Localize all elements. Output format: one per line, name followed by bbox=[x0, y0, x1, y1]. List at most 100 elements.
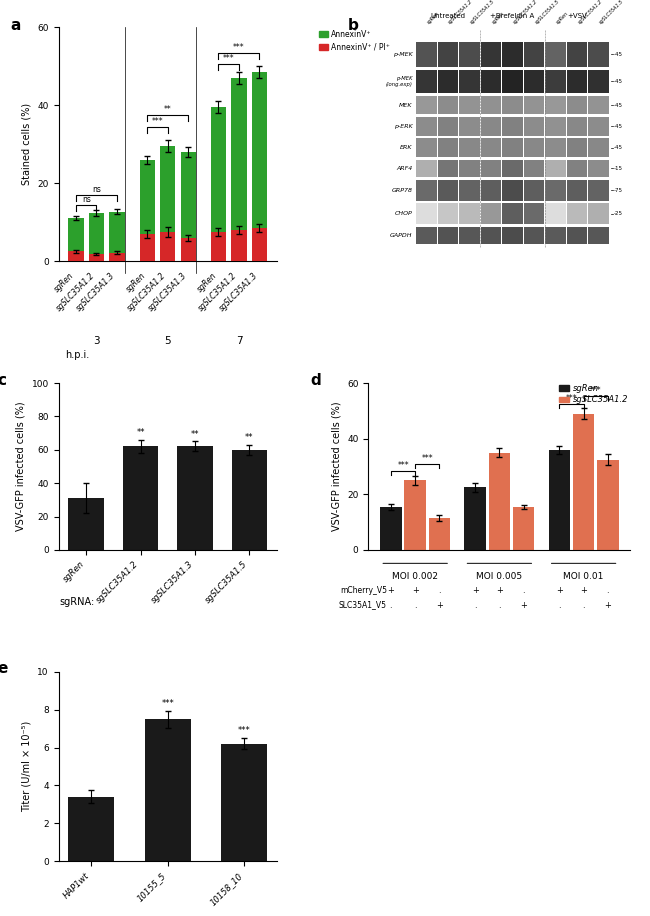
Text: .: . bbox=[558, 601, 561, 609]
Text: 7: 7 bbox=[236, 336, 242, 346]
Bar bbox=[567, 180, 588, 201]
Text: +: + bbox=[604, 601, 611, 609]
Bar bbox=[588, 117, 609, 136]
Bar bbox=[502, 159, 523, 177]
Y-axis label: Stained cells (%): Stained cells (%) bbox=[21, 104, 32, 185]
Bar bbox=[545, 96, 566, 114]
Bar bbox=[481, 70, 501, 93]
Bar bbox=[160, 232, 176, 261]
Bar bbox=[416, 180, 437, 201]
Bar bbox=[513, 507, 534, 550]
Text: +: + bbox=[411, 585, 419, 594]
Bar bbox=[459, 227, 480, 245]
Bar bbox=[416, 138, 437, 157]
Bar bbox=[380, 507, 402, 550]
Text: MOI 0.002: MOI 0.002 bbox=[392, 572, 438, 581]
Text: ***: *** bbox=[421, 454, 433, 463]
Text: sgRen: sgRen bbox=[556, 11, 570, 25]
Bar bbox=[545, 227, 566, 245]
Bar bbox=[524, 203, 544, 224]
Text: sgSLC35A1.5: sgSLC35A1.5 bbox=[599, 0, 625, 25]
Bar bbox=[573, 414, 594, 550]
Text: c: c bbox=[0, 373, 6, 388]
Text: h.p.i.: h.p.i. bbox=[65, 350, 90, 360]
Text: +: + bbox=[472, 585, 478, 594]
Text: .: . bbox=[389, 601, 392, 609]
Bar bbox=[588, 159, 609, 177]
Text: 3: 3 bbox=[93, 336, 100, 346]
Text: p-ERK: p-ERK bbox=[394, 124, 412, 129]
Text: sgSLC35A1.5: sgSLC35A1.5 bbox=[469, 0, 496, 25]
Bar bbox=[437, 203, 458, 224]
Bar bbox=[252, 228, 267, 261]
Bar bbox=[481, 96, 501, 114]
Text: ARF4: ARF4 bbox=[396, 166, 412, 170]
Text: .: . bbox=[414, 601, 417, 609]
Bar bbox=[481, 227, 501, 245]
Bar bbox=[567, 96, 588, 114]
Bar bbox=[481, 159, 501, 177]
Bar bbox=[545, 70, 566, 93]
Text: GRP78: GRP78 bbox=[391, 188, 412, 192]
Text: sgSLC35A1.2: sgSLC35A1.2 bbox=[448, 0, 474, 25]
Bar bbox=[545, 138, 566, 157]
Bar bbox=[231, 78, 246, 261]
Text: +: + bbox=[496, 585, 503, 594]
Bar bbox=[459, 159, 480, 177]
Bar bbox=[437, 227, 458, 245]
Bar bbox=[416, 41, 437, 67]
Text: **: ** bbox=[164, 105, 172, 114]
Bar bbox=[524, 138, 544, 157]
Text: sgRNA:: sgRNA: bbox=[59, 596, 94, 606]
Bar bbox=[221, 744, 267, 861]
Bar bbox=[545, 159, 566, 177]
Text: p-MEK: p-MEK bbox=[393, 52, 412, 57]
Text: ns: ns bbox=[92, 185, 101, 194]
Bar bbox=[231, 450, 267, 550]
Bar bbox=[437, 117, 458, 136]
Bar bbox=[416, 70, 437, 93]
Bar bbox=[481, 41, 501, 67]
Bar bbox=[404, 480, 426, 550]
Bar bbox=[545, 117, 566, 136]
Bar bbox=[160, 147, 176, 261]
Bar bbox=[588, 180, 609, 201]
Bar bbox=[416, 203, 437, 224]
Bar bbox=[524, 159, 544, 177]
Bar bbox=[545, 180, 566, 201]
Bar bbox=[481, 117, 501, 136]
Text: ***: *** bbox=[151, 116, 163, 125]
Bar bbox=[89, 213, 104, 261]
Bar bbox=[524, 96, 544, 114]
Bar bbox=[567, 41, 588, 67]
Bar bbox=[416, 159, 437, 177]
Text: ***: *** bbox=[238, 726, 250, 736]
Bar bbox=[437, 70, 458, 93]
Text: +: + bbox=[556, 585, 563, 594]
Bar bbox=[68, 797, 114, 861]
Text: **: ** bbox=[245, 433, 254, 442]
Text: -25: -25 bbox=[614, 212, 623, 216]
Bar bbox=[177, 446, 213, 550]
Bar bbox=[181, 152, 196, 261]
Bar bbox=[140, 234, 155, 261]
Bar bbox=[437, 96, 458, 114]
Bar bbox=[588, 70, 609, 93]
Y-axis label: VSV-GFP infected cells (%): VSV-GFP infected cells (%) bbox=[332, 402, 341, 531]
Text: MEK: MEK bbox=[399, 103, 412, 107]
Bar bbox=[145, 719, 190, 861]
Bar bbox=[502, 227, 523, 245]
Text: -45: -45 bbox=[614, 103, 623, 107]
Bar bbox=[416, 96, 437, 114]
Bar bbox=[231, 230, 246, 261]
Bar bbox=[437, 180, 458, 201]
Bar bbox=[588, 227, 609, 245]
Text: ***: *** bbox=[397, 461, 409, 470]
Bar bbox=[252, 72, 267, 261]
Bar bbox=[429, 518, 450, 550]
Bar bbox=[123, 446, 158, 550]
Legend: AnnexinV⁺, AnnexinV⁺ / PI⁺: AnnexinV⁺, AnnexinV⁺ / PI⁺ bbox=[316, 27, 393, 55]
Bar bbox=[437, 41, 458, 67]
Bar bbox=[211, 232, 226, 261]
Bar bbox=[489, 453, 510, 550]
